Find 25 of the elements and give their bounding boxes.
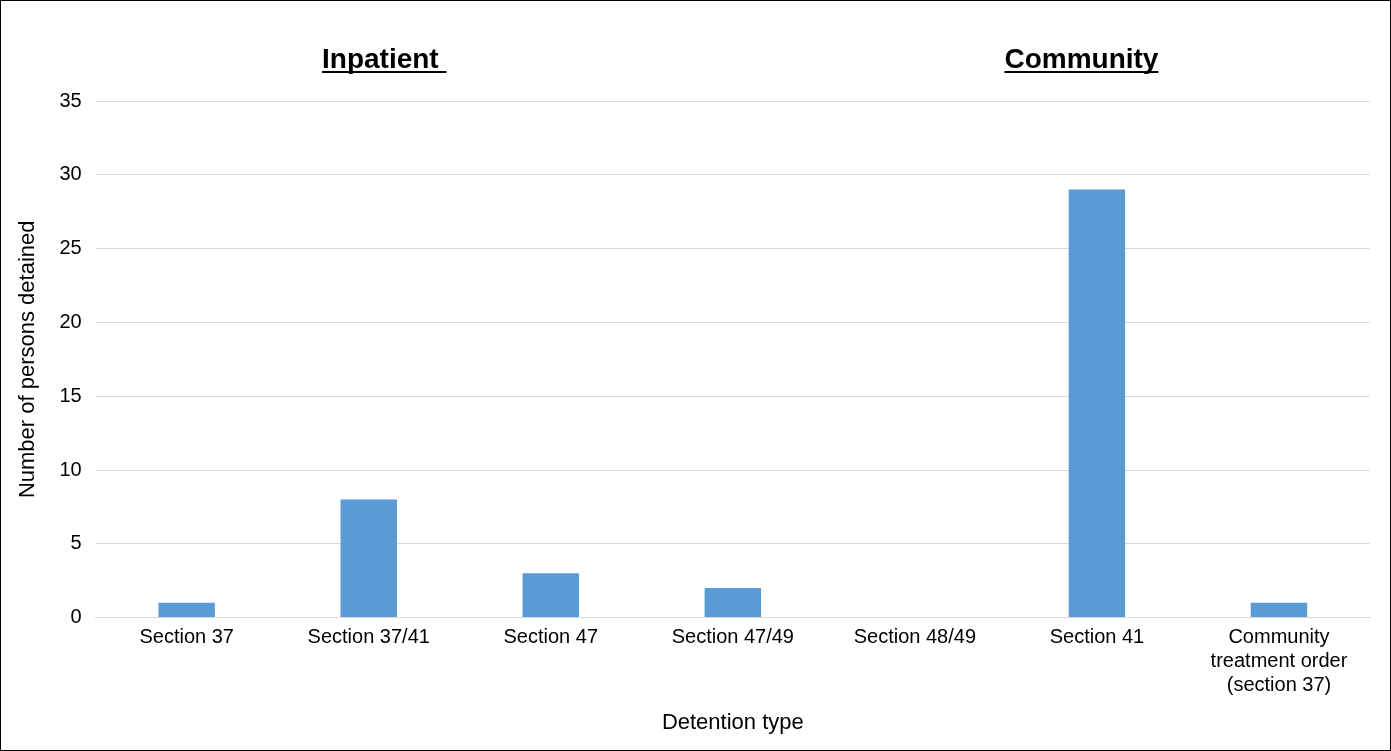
- bar: [704, 588, 762, 618]
- y-axis-title: Number of persons detained: [14, 220, 40, 499]
- x-tick-label: Section 48/49: [853, 625, 977, 648]
- bar: [1250, 602, 1308, 618]
- y-tick-label: 10: [59, 457, 82, 480]
- y-tick-label: 35: [59, 88, 82, 111]
- x-tick-label: Section 37/41: [307, 625, 430, 648]
- bar: [1068, 189, 1126, 618]
- text: Inpatient: [322, 43, 447, 74]
- bar: [340, 499, 397, 618]
- y-tick-label: 15: [59, 383, 82, 406]
- y-tick-label: 5: [70, 531, 82, 554]
- x-tick-label: Section 41: [1049, 625, 1145, 648]
- bar: [158, 602, 215, 618]
- text: Community: [1004, 43, 1159, 74]
- y-tick-label: 30: [59, 162, 82, 185]
- x-tick-label: Section 47/49: [671, 625, 794, 648]
- y-tick-label: 0: [70, 605, 82, 628]
- y-tick-label: 25: [59, 236, 82, 259]
- x-axis-title: Detention type: [661, 708, 804, 734]
- x-tick-label: Community treatment order (section 37): [1210, 625, 1348, 696]
- bar: [522, 573, 579, 618]
- y-tick-label: 20: [59, 309, 82, 332]
- x-tick-label: Section 37: [139, 625, 234, 648]
- x-tick-label: Section 47: [503, 625, 599, 648]
